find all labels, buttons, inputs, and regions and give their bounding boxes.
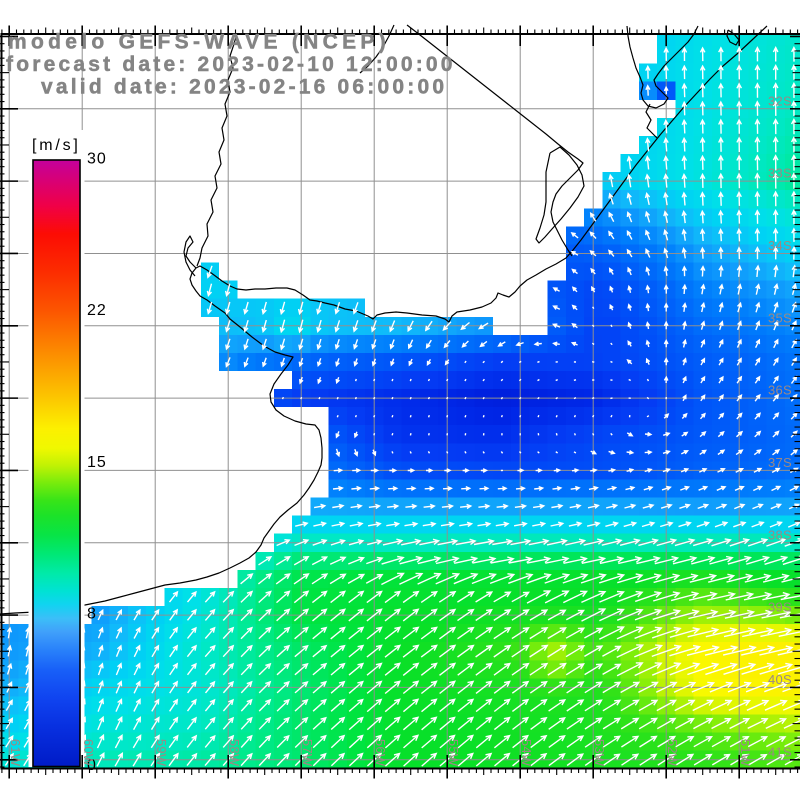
- svg-text:40S: 40S: [768, 672, 792, 687]
- svg-text:41S: 41S: [768, 744, 792, 759]
- svg-text:37S: 37S: [768, 455, 792, 470]
- svg-text:[m/s]: [m/s]: [32, 137, 81, 154]
- svg-text:61W: 61W: [8, 739, 23, 767]
- svg-text:53W: 53W: [592, 739, 607, 767]
- svg-text:60W: 60W: [81, 739, 96, 767]
- svg-text:30: 30: [87, 151, 107, 168]
- svg-text:51W: 51W: [738, 739, 753, 767]
- svg-text:59W: 59W: [154, 739, 169, 767]
- svg-text:forecast date: 2023-02-10 12:0: forecast date: 2023-02-10 12:00:00: [6, 53, 456, 76]
- svg-text:57W: 57W: [300, 739, 315, 767]
- svg-text:55W: 55W: [446, 739, 461, 767]
- svg-text:38S: 38S: [768, 527, 792, 542]
- svg-text:54W: 54W: [519, 739, 534, 767]
- svg-text:valid date: 2023-02-16 06:00:0: valid date: 2023-02-16 06:00:00: [41, 76, 447, 99]
- svg-text:15: 15: [87, 454, 107, 471]
- svg-text:33S: 33S: [768, 166, 792, 181]
- svg-text:0: 0: [87, 757, 97, 774]
- svg-text:56W: 56W: [373, 739, 388, 767]
- svg-text:35S: 35S: [768, 310, 792, 325]
- svg-text:8: 8: [87, 605, 97, 622]
- svg-text:modelo GEFS-WAVE (NCEP): modelo GEFS-WAVE (NCEP): [8, 31, 390, 54]
- svg-text:32S: 32S: [768, 93, 792, 108]
- svg-text:36S: 36S: [768, 383, 792, 398]
- svg-text:58W: 58W: [227, 739, 242, 767]
- svg-text:39S: 39S: [768, 600, 792, 615]
- svg-text:22: 22: [87, 302, 107, 319]
- svg-text:34S: 34S: [768, 238, 792, 253]
- svg-text:52W: 52W: [665, 739, 680, 767]
